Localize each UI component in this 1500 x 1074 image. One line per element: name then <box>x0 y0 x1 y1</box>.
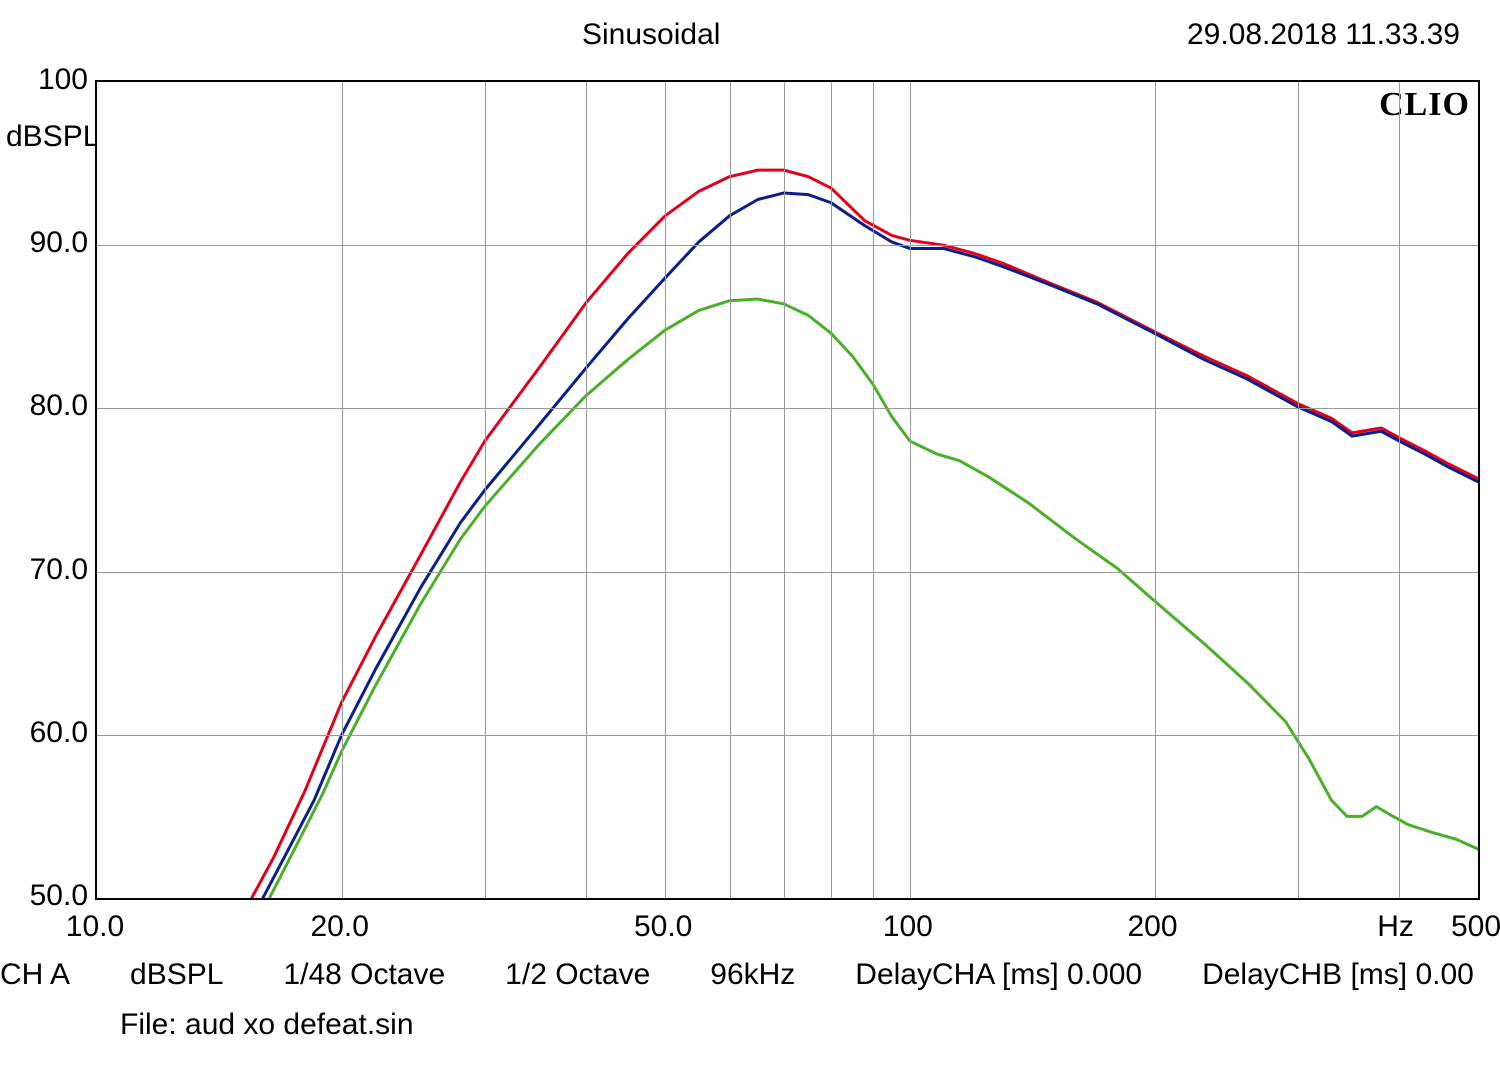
series-red <box>252 170 1478 898</box>
y-tick-label: 70.0 <box>0 553 88 587</box>
gridline-vertical-minor <box>730 82 731 898</box>
x-tick-label: 500 <box>1451 910 1500 944</box>
footer-line-1: CH A dBSPL 1/48 Octave 1/2 Octave 96kHz … <box>0 958 1474 992</box>
x-tick-label: 10.0 <box>66 910 124 944</box>
gridline-horizontal <box>97 735 1478 736</box>
chart-container: Sinusoidal 29.08.2018 11.33.39 50.0 60.0 7… <box>0 0 1500 1074</box>
gridline-horizontal <box>97 572 1478 573</box>
x-tick-label: 50.0 <box>634 910 692 944</box>
y-axis-label: dBSPL <box>6 120 99 154</box>
series-blue <box>263 193 1478 898</box>
chart-timestamp: 29.08.2018 11.33.39 <box>1187 18 1460 52</box>
x-axis-unit: Hz <box>1377 910 1414 944</box>
gridline-vertical-minor <box>586 82 587 898</box>
gridline-horizontal <box>97 245 1478 246</box>
gridline-horizontal <box>97 408 1478 409</box>
x-tick-label: 20.0 <box>310 910 368 944</box>
gridline-vertical-minor <box>1298 82 1299 898</box>
y-tick-label: 50.0 <box>0 879 88 913</box>
x-tick-label: 200 <box>1128 910 1178 944</box>
chart-title: Sinusoidal <box>582 18 720 52</box>
gridline-vertical-minor <box>1399 82 1400 898</box>
gridline-vertical-minor <box>485 82 486 898</box>
gridline-vertical-minor <box>873 82 874 898</box>
x-tick-label: 100 <box>883 910 933 944</box>
gridline-vertical-minor <box>784 82 785 898</box>
y-tick-label: 90.0 <box>0 226 88 260</box>
y-tick-label: 60.0 <box>0 716 88 750</box>
gridline-vertical <box>1155 82 1156 898</box>
gridline-vertical-minor <box>831 82 832 898</box>
y-tick-label: 80.0 <box>0 389 88 423</box>
gridline-vertical <box>910 82 911 898</box>
y-tick-label: 100 <box>0 63 88 97</box>
plot-area: CLIO <box>95 80 1480 900</box>
gridline-vertical <box>342 82 343 898</box>
footer-file: File: aud xo defeat.sin <box>120 1008 414 1042</box>
gridline-vertical <box>665 82 666 898</box>
